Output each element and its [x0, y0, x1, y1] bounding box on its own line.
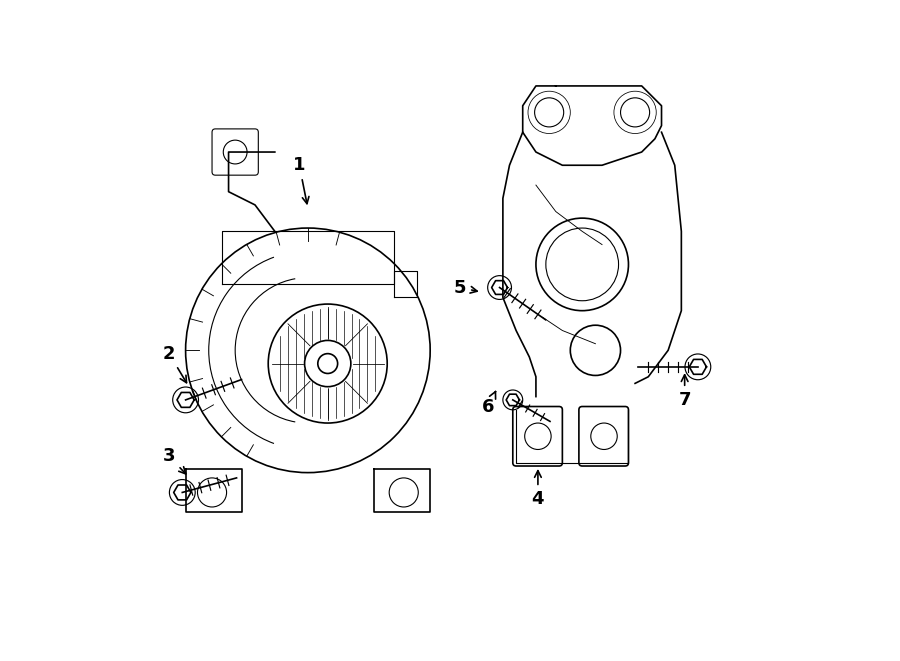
Text: 4: 4: [532, 471, 544, 508]
Text: 5: 5: [454, 278, 477, 297]
Text: 7: 7: [679, 375, 691, 409]
Circle shape: [318, 354, 338, 373]
Text: 3: 3: [163, 447, 185, 474]
Text: 1: 1: [293, 156, 309, 204]
Text: 6: 6: [482, 391, 496, 416]
Text: 2: 2: [163, 344, 186, 383]
